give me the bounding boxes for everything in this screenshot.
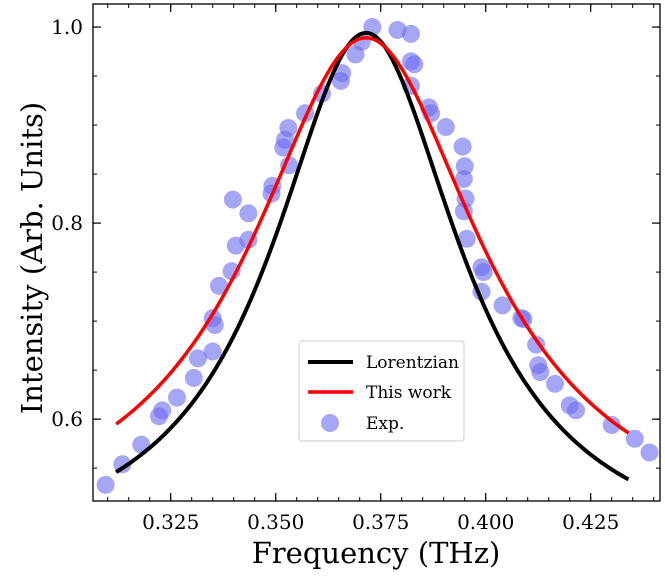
x-tick-label: 0.350 [247, 510, 304, 534]
exp-point [546, 374, 564, 393]
exp-point [210, 276, 228, 295]
exp-point [333, 64, 352, 83]
exp-point [455, 157, 474, 176]
exp-point [625, 429, 644, 448]
exp-point [184, 368, 203, 387]
x-axis-title: Frequency (THz) [252, 536, 501, 570]
y-tick-label: 0.6 [51, 407, 83, 431]
exp-point [239, 204, 258, 223]
legend-box [298, 340, 465, 442]
y-tick-label: 0.8 [51, 211, 83, 235]
exp-point [153, 401, 172, 420]
exp-point [640, 443, 659, 462]
y-axis-title: Intensity (Arb. Units) [15, 102, 49, 414]
legend: Lorentzian This work Exp. [298, 340, 465, 442]
this-work-line [115, 36, 630, 435]
exp-point [401, 24, 420, 43]
exp-point [457, 229, 476, 248]
exp-point [454, 169, 473, 188]
x-tick-label: 0.425 [562, 510, 619, 534]
exp-point [96, 475, 115, 494]
exp-point [531, 363, 550, 382]
plot-frame [92, 3, 661, 502]
exp-point [223, 190, 242, 209]
x-tick-label: 0.325 [142, 510, 199, 534]
exp-point [203, 342, 222, 361]
y-tick-label: 1.0 [51, 15, 83, 39]
legend-label-lorentzian: Lorentzian [366, 353, 459, 373]
exp-point [474, 263, 493, 282]
x-tick-label: 0.400 [457, 510, 514, 534]
legend-label-exp: Exp. [366, 414, 404, 434]
legend-label-this-work: This work [366, 383, 452, 403]
exp-point [189, 349, 207, 368]
legend-swatch-exp [321, 414, 339, 432]
exp-point [493, 296, 512, 315]
x-tick-label: 0.375 [352, 510, 409, 534]
exp-point [436, 118, 455, 137]
lines-layer [115, 30, 630, 482]
ticks-layer: 0.325 0.350 0.375 0.400 0.425 0.6 0.8 1.0 [51, 4, 660, 534]
exp-point [602, 416, 621, 435]
exp-point [453, 137, 472, 156]
exp-point [168, 388, 186, 407]
exp-point [279, 119, 298, 137]
exp-point [405, 55, 424, 74]
exp-point [567, 401, 585, 420]
lorentzian-line [115, 30, 630, 482]
